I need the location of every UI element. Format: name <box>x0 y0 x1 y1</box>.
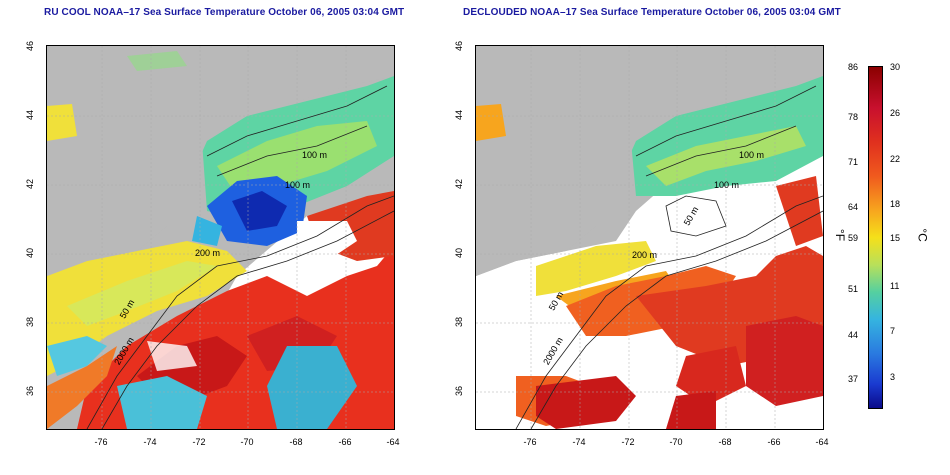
y-tick-40: 40 <box>454 248 464 259</box>
left-map-title: RU COOL NOAA–17 Sea Surface Temperature … <box>44 7 405 18</box>
x-tick-72: -72 <box>621 437 635 447</box>
x-tick-66: -66 <box>767 437 781 447</box>
y-tick-38: 38 <box>25 317 35 328</box>
colorbar-f-tick: 71 <box>847 157 858 167</box>
y-tick-42: 42 <box>454 179 464 190</box>
celsius-unit-label: °C <box>915 228 930 242</box>
x-tick-76: -76 <box>523 437 537 447</box>
contour-label-100m-b: 100 m <box>285 180 311 190</box>
colorbar-c-tick: 3 <box>890 372 896 382</box>
contour-label-100m-a: 100 m <box>302 150 328 160</box>
y-tick-46: 46 <box>25 41 35 52</box>
contour-label-200m: 200 m <box>632 250 658 260</box>
colorbar-f-tick: 64 <box>847 202 858 212</box>
x-tick-68: -68 <box>718 437 732 447</box>
contour-label-100m-a: 100 m <box>739 150 765 160</box>
x-tick-66: -66 <box>338 437 352 447</box>
y-tick-46: 46 <box>454 41 464 52</box>
colorbar-c-tick: 11 <box>890 281 900 291</box>
colorbar-c-tick: 18 <box>890 199 901 209</box>
colorbar-f-tick: 59 <box>847 233 858 243</box>
x-tick-76: -76 <box>94 437 108 447</box>
left-sst-map: 100 m 100 m 200 m 50 m 2000 m <box>46 45 395 430</box>
x-tick-64: -64 <box>815 437 829 447</box>
x-tick-64: -64 <box>386 437 400 447</box>
right-map-title: DECLOUDED NOAA–17 Sea Surface Temperatur… <box>463 7 841 18</box>
right-sst-map: 100 m 100 m 50 m 200 m 50 m 2000 m <box>475 45 824 430</box>
x-tick-74: -74 <box>143 437 157 447</box>
colorbar-c-tick: 7 <box>890 326 896 336</box>
colorbar-f-tick: 78 <box>847 112 858 122</box>
x-tick-74: -74 <box>572 437 586 447</box>
x-tick-68: -68 <box>289 437 303 447</box>
y-tick-44: 44 <box>454 110 464 121</box>
x-tick-70: -70 <box>669 437 683 447</box>
colorbar-f-tick: 44 <box>847 330 858 340</box>
y-tick-42: 42 <box>25 179 35 190</box>
y-tick-44: 44 <box>25 110 35 121</box>
colorbar-c-tick: 26 <box>890 108 901 118</box>
contour-label-100m-b: 100 m <box>714 180 740 190</box>
y-tick-36: 36 <box>454 386 464 397</box>
colorbar-f-tick: 37 <box>847 374 858 384</box>
contour-label-200m: 200 m <box>195 248 221 258</box>
temperature-colorbar <box>868 66 883 409</box>
colorbar-c-tick: 15 <box>890 233 901 243</box>
x-tick-70: -70 <box>240 437 254 447</box>
colorbar-c-tick: 22 <box>890 154 901 164</box>
fahrenheit-unit-label: °F <box>833 228 848 242</box>
colorbar-f-tick: 51 <box>847 284 858 294</box>
colorbar-c-tick: 30 <box>890 62 901 72</box>
y-tick-36: 36 <box>25 386 35 397</box>
y-tick-40: 40 <box>25 248 35 259</box>
x-tick-72: -72 <box>192 437 206 447</box>
colorbar-f-tick: 86 <box>847 62 858 72</box>
y-tick-38: 38 <box>454 317 464 328</box>
